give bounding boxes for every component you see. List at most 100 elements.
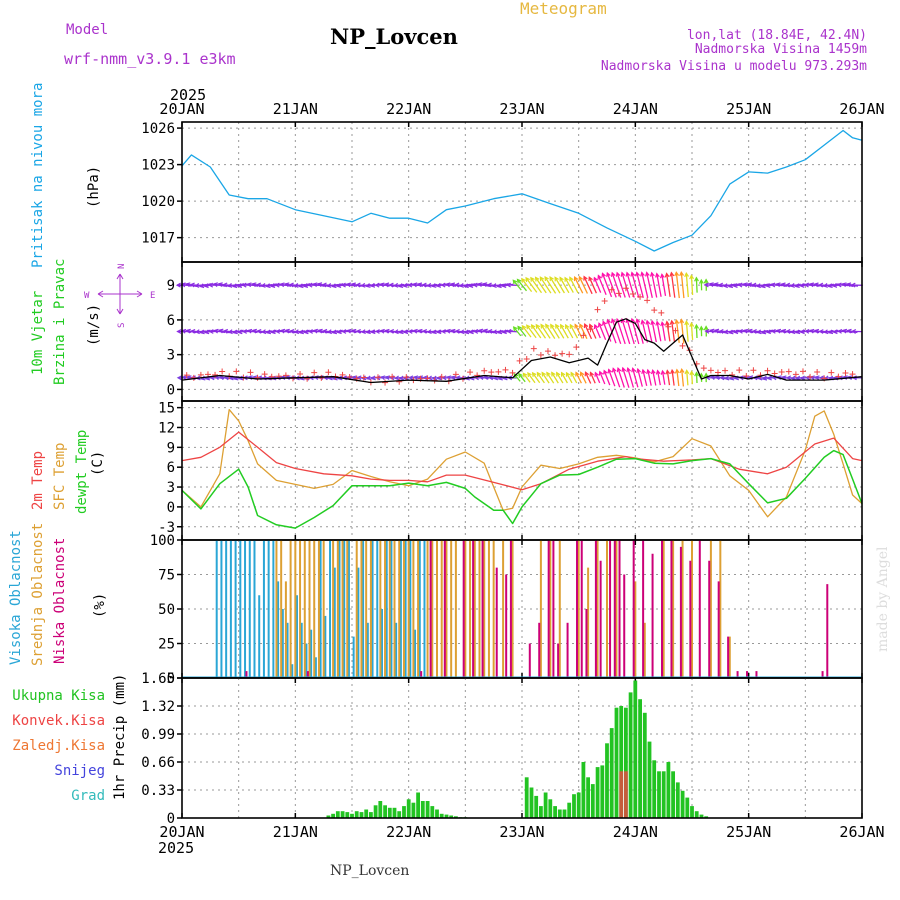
- wind-arrow-head: [845, 282, 852, 288]
- gust-marker: [396, 378, 403, 385]
- wind-arrow: [661, 274, 667, 297]
- wind-arrow-head: [804, 328, 810, 334]
- precip-bar: [392, 807, 397, 818]
- gust-marker: [311, 369, 318, 376]
- temp-ylabel-1: 2m Temp: [30, 451, 46, 510]
- wind-arrow-head: [813, 282, 819, 288]
- wind-arrow-head: [374, 329, 380, 334]
- wind-arrow: [559, 277, 570, 294]
- wind-arrow-head: [717, 282, 724, 288]
- wind-arrow-head: [431, 329, 437, 335]
- wind-arrow-head: [684, 320, 690, 326]
- wind-arrow-head: [850, 282, 856, 288]
- wind-arrow-head: [597, 322, 603, 328]
- wind-arrow: [626, 318, 635, 345]
- wind-arrow-head: [530, 276, 535, 282]
- wind-arrow-head: [645, 271, 650, 277]
- model-name: wrf-nmm_v3.9.1 e3km: [64, 50, 236, 68]
- gust-marker: [573, 344, 580, 351]
- wind-arrow: [608, 369, 616, 387]
- gust-marker: [849, 371, 856, 378]
- wind-arrow-head: [611, 367, 617, 373]
- wind-arrow-head: [421, 282, 427, 288]
- precip-bar: [581, 762, 586, 818]
- wind-arrow: [460, 283, 471, 287]
- wind-arrow-head: [660, 369, 666, 375]
- wind-arrow: [546, 372, 555, 384]
- wind-arrow-head: [288, 282, 294, 288]
- wind-arrow-head: [698, 278, 704, 284]
- gust-marker: [382, 379, 389, 386]
- legend-freezing-rain: Zaledj.Kisa: [12, 738, 105, 754]
- wind-arrow-head: [203, 283, 209, 289]
- precip-bar: [680, 790, 685, 818]
- wind-arrow: [195, 330, 206, 333]
- wind-arrow-head: [601, 272, 606, 278]
- precip-bar: [562, 809, 567, 818]
- y-tick-label: 75: [158, 568, 175, 584]
- wind-arrow-head: [560, 323, 565, 329]
- wind-arrow: [636, 272, 644, 298]
- precip-bar: [699, 814, 704, 818]
- wind-arrow-head: [790, 329, 796, 335]
- gust-marker: [594, 306, 601, 313]
- wind-arrow-head: [176, 329, 182, 334]
- wind-arrow-head: [284, 282, 290, 288]
- wind-arrow-head: [316, 282, 323, 287]
- wind-arrow-head: [492, 329, 498, 335]
- wind-arrow-head: [176, 375, 182, 381]
- wind-arrow: [569, 277, 579, 294]
- y-tick-label: 1023: [141, 158, 175, 174]
- precip-bar: [666, 762, 671, 818]
- precip-bar: [704, 816, 709, 818]
- wind-arrow-head: [799, 329, 805, 335]
- wind-arrow: [593, 277, 602, 293]
- precip-bar: [642, 712, 647, 818]
- wind-arrow-head: [569, 323, 575, 329]
- y-tick-label: 0: [167, 811, 175, 827]
- precip-bar: [383, 805, 387, 818]
- precip-bar: [369, 812, 373, 818]
- precip-bar: [439, 813, 444, 818]
- wind-arrow-head: [841, 328, 848, 334]
- top-year-label: 2025: [170, 86, 206, 104]
- wind-arrow-head: [694, 323, 700, 329]
- wind-arrow: [776, 329, 787, 334]
- wind-arrow-head: [459, 329, 465, 335]
- wind-arrow-head: [360, 329, 366, 335]
- gust-marker: [523, 355, 530, 362]
- wind-arrow: [584, 323, 593, 340]
- top-date-label: 24JAN: [613, 100, 658, 118]
- wind-arrow: [685, 321, 689, 342]
- wind-arrow: [641, 320, 649, 343]
- wind-arrow-head: [370, 375, 376, 381]
- wind-arrow-head: [298, 329, 304, 335]
- wind-arrow: [517, 326, 527, 337]
- wind-arrow-head: [606, 318, 611, 324]
- wind-arrow-head: [703, 278, 709, 284]
- bottom-date-label: 22JAN: [386, 823, 431, 841]
- wind-arrow-head: [674, 318, 680, 325]
- wind-arrow: [612, 368, 621, 388]
- wind-arrow: [790, 283, 801, 287]
- wind-arrow-head: [312, 328, 318, 334]
- precip-bar: [397, 811, 402, 818]
- y-tick-label: 6: [167, 460, 175, 476]
- wind-arrow-head: [388, 282, 394, 288]
- wind-arrow: [637, 368, 643, 387]
- wind-arrow-head: [270, 283, 276, 288]
- gust-marker: [297, 371, 304, 378]
- precip-bar: [340, 811, 345, 818]
- wind-arrow-head: [832, 329, 838, 335]
- wind-arrow: [518, 373, 526, 383]
- wind-arrow: [616, 318, 626, 345]
- gust-marker: [233, 368, 240, 375]
- wind-arrow-head: [554, 276, 559, 282]
- precip-bar: [628, 692, 633, 818]
- wind-arrow-head: [512, 326, 518, 332]
- gust-marker: [658, 309, 665, 316]
- model-altitude-label: Nadmorska Visina u modelu 973.293m: [601, 59, 867, 74]
- wind-arrow-head: [384, 328, 390, 334]
- wind-arrow: [642, 369, 648, 386]
- wind-arrow-head: [703, 372, 709, 378]
